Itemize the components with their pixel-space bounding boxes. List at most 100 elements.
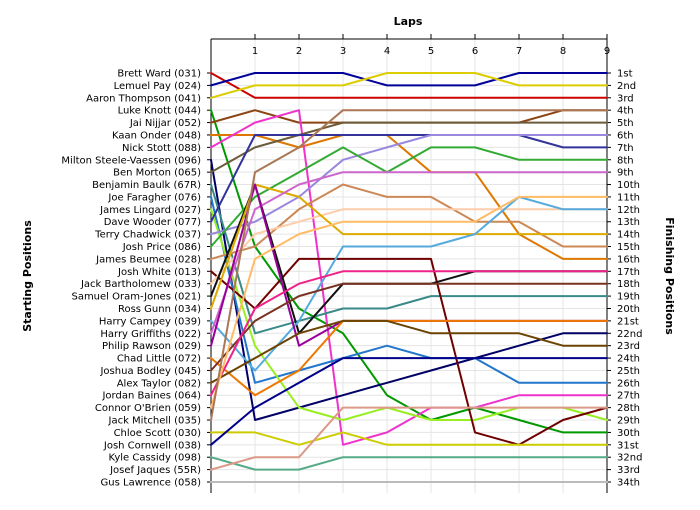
lap-tick-label: 6	[472, 46, 478, 57]
lap-tick-label: 8	[560, 46, 566, 57]
series-line	[210, 121, 608, 174]
starting-position-label: Milton Steele-Vaessen (096)	[61, 155, 201, 166]
starting-position-label: Luke Knott (044)	[118, 106, 202, 117]
finishing-position-label: 1st	[617, 69, 633, 80]
finishing-position-label: 4th	[617, 106, 634, 117]
finishing-position-label: 19th	[617, 292, 640, 303]
lap-tick-label: 4	[384, 46, 390, 57]
starting-position-label: Samuel Oram-Jones (021)	[71, 292, 201, 303]
lap-tick-label: 5	[428, 46, 434, 57]
finishing-position-label: 8th	[617, 155, 634, 166]
finishing-position-label: 14th	[617, 230, 640, 241]
series-line	[210, 270, 608, 397]
finishing-position-label: 16th	[617, 254, 640, 265]
plot-area	[211, 39, 607, 493]
starting-position-label: Josh Price (086)	[122, 242, 201, 253]
finishing-position-label: 15th	[617, 242, 640, 253]
finishing-position-label: 10th	[617, 180, 640, 191]
starting-position-label: Dave Wooder (077)	[104, 217, 201, 228]
series-line	[210, 319, 608, 397]
series-line	[210, 431, 608, 446]
starting-position-label: Josh White (013)	[117, 267, 201, 278]
lap-tick-label: 3	[340, 46, 346, 57]
x-axis-title: Laps	[394, 15, 423, 28]
finishing-position-label: 12th	[617, 205, 640, 216]
finishing-position-label: 17th	[617, 267, 640, 278]
right-axis-title: Finishing Positions	[663, 217, 676, 335]
starting-position-label: Jack Bartholomew (033)	[80, 279, 201, 290]
series-line	[210, 72, 608, 99]
finishing-position-label: 29th	[617, 416, 640, 427]
starting-position-label: Kyle Cassidy (098)	[109, 453, 202, 464]
finishing-position-label: 26th	[617, 378, 640, 389]
series-line	[210, 183, 608, 335]
lap-tick-label: 2	[296, 46, 302, 57]
starting-position-label: Aaron Thompson (041)	[86, 93, 201, 104]
series-line	[210, 406, 608, 471]
starting-position-label: Josef Jaques (55R)	[109, 465, 201, 476]
series-line	[210, 319, 608, 384]
finishing-position-label: 3rd	[617, 93, 634, 104]
series-line	[210, 146, 608, 248]
finishing-position-label: 21st	[617, 316, 639, 327]
finishing-position-label: 23rd	[617, 341, 640, 352]
finishing-position-label: 20th	[617, 304, 640, 315]
series-line	[210, 171, 608, 335]
finishing-position-label: 7th	[617, 143, 634, 154]
finishing-position-label: 25th	[617, 366, 640, 377]
finishing-position-label: 22nd	[617, 329, 642, 340]
series-line	[210, 195, 608, 409]
finishing-position-label: 18th	[617, 279, 640, 290]
lap-tick-label: 7	[516, 46, 522, 57]
series-line	[210, 282, 608, 372]
left-axis-title: Starting Positions	[21, 220, 34, 332]
starting-position-label: Gus Lawrence (058)	[101, 478, 202, 489]
starting-position-label: Jai Nijjar (052)	[129, 118, 201, 129]
lap-tick-label: 9	[604, 46, 610, 57]
finishing-position-label: 31st	[617, 440, 639, 451]
finishing-position-label: 9th	[617, 168, 634, 179]
starting-position-label: Harry Campey (039)	[99, 316, 201, 327]
series-line	[210, 257, 608, 446]
starting-position-label: Ben Morton (065)	[113, 168, 201, 179]
starting-position-label: Lemuel Pay (024)	[114, 81, 202, 92]
series-line	[210, 357, 608, 446]
finishing-position-label: 28th	[617, 403, 640, 414]
series-line	[210, 109, 608, 446]
starting-position-label: Nick Stott (088)	[122, 143, 201, 154]
starting-position-label: Joshua Bodley (045)	[99, 366, 201, 377]
series-line	[210, 456, 608, 471]
starting-position-label: Jordan Baines (064)	[101, 391, 201, 402]
starting-position-label: Chad Little (072)	[117, 354, 201, 365]
lap-tick-label: 1	[252, 46, 258, 57]
starting-position-label: Harry Griffiths (022)	[100, 329, 201, 340]
starting-position-label: Ross Gunn (034)	[118, 304, 201, 315]
finishing-position-label: 13th	[617, 217, 640, 228]
finishing-position-label: 2nd	[617, 81, 636, 92]
finishing-position-label: 32nd	[617, 453, 642, 464]
starting-position-label: James Beumee (028)	[95, 254, 201, 265]
starting-position-label: Brett Ward (031)	[117, 69, 201, 80]
finishing-position-label: 11th	[617, 192, 640, 203]
finishing-position-label: 27th	[617, 391, 640, 402]
series-line	[210, 134, 608, 223]
starting-position-label: James Lingard (027)	[99, 205, 201, 216]
starting-position-label: Connor O'Brien (059)	[95, 403, 201, 414]
finishing-position-label: 5th	[617, 118, 634, 129]
finishing-position-label: 33rd	[617, 465, 640, 476]
starting-position-label: Philip Rawson (029)	[102, 341, 201, 352]
starting-position-label: Alex Taylor (082)	[117, 378, 201, 389]
finishing-position-label: 24th	[617, 354, 640, 365]
finishing-position-label: 34th	[617, 478, 640, 489]
finishing-position-label: 30th	[617, 428, 640, 439]
starting-position-label: Terry Chadwick (037)	[94, 230, 201, 241]
series-line	[210, 109, 608, 421]
starting-position-label: Joe Faragher (076)	[107, 192, 201, 203]
series-line	[210, 72, 608, 87]
series-line	[210, 134, 608, 236]
starting-position-label: Josh Cornwell (038)	[103, 440, 201, 451]
series-line	[210, 183, 608, 310]
starting-position-label: Chloe Scott (030)	[114, 428, 202, 439]
